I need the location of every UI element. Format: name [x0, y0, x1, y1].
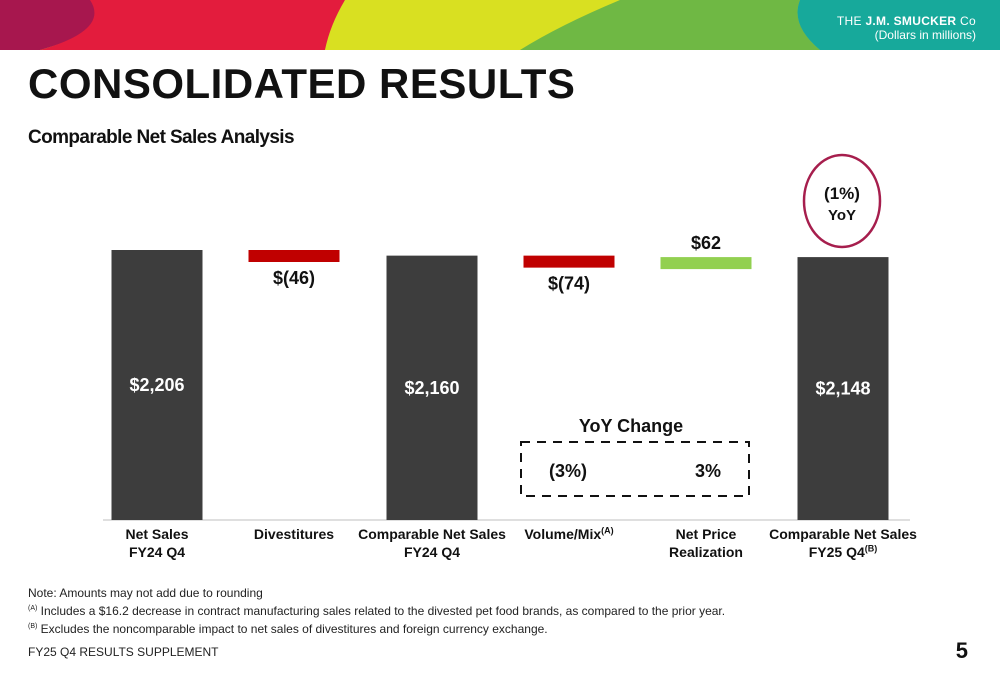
- x-tick-label-0: Net Sales FY24 Q4: [125, 526, 189, 560]
- x-tick-label-2: Comparable Net Sales FY24 Q4: [358, 526, 506, 560]
- bar-label-0: $2,206: [129, 375, 184, 395]
- company-logo-text: THE J.M. SMUCKER Co: [836, 14, 976, 28]
- bar-0: [111, 250, 203, 520]
- bar-2: [386, 255, 478, 520]
- units-label: (Dollars in millions): [874, 28, 976, 42]
- yoy-circle-value: (1%): [824, 184, 860, 203]
- footer-label: FY25 Q4 RESULTS SUPPLEMENT: [28, 645, 219, 659]
- note-rounding: Note: Amounts may not add due to roundin…: [28, 586, 263, 600]
- bar-label-2: $2,160: [404, 378, 459, 398]
- yoy-net-price: 3%: [695, 461, 721, 481]
- bar-5: [797, 257, 889, 520]
- note-b: (B) Excludes the noncomparable impact to…: [28, 622, 548, 636]
- yoy-volume-mix: (3%): [549, 461, 587, 481]
- yoy-circle-label: YoY: [828, 207, 856, 224]
- waterfall-chart: $2,206 $(46) $2,160 $(74) $62 $2,148 YoY Chang…: [103, 153, 910, 521]
- x-tick-label-5: Comparable Net Sales FY25 Q4(B): [769, 526, 917, 560]
- header-banner: [0, 0, 1000, 50]
- yoy-box-title: YoY Change: [579, 416, 683, 436]
- brand-block: THE J.M. SMUCKER Co (Dollars in millions…: [837, 14, 976, 42]
- page-title: CONSOLIDATED RESULTS: [28, 60, 576, 107]
- note-a: (A) Includes a $16.2 decrease in contrac…: [28, 604, 726, 618]
- bar-3: [523, 255, 615, 268]
- x-tick-label-1: Divestitures: [253, 526, 335, 542]
- yoy-box: [520, 441, 750, 497]
- bar-label-4: $62: [691, 233, 721, 253]
- yoy-circle: [802, 153, 882, 249]
- page-subtitle: Comparable Net Sales Analysis: [28, 127, 295, 148]
- footnotes: Note: Amounts may not add due to roundin…: [28, 585, 725, 637]
- bar-4: [660, 257, 752, 270]
- bar-label-5: $2,148: [815, 379, 870, 399]
- x-tick-label-3: Volume/Mix(A): [524, 525, 614, 542]
- bar-label-3: $(74): [548, 274, 590, 294]
- bar-1: [248, 250, 340, 262]
- page-number: 5: [955, 638, 968, 663]
- x-tick-label-4: Net Price Realization: [669, 526, 743, 560]
- bar-label-1: $(46): [273, 268, 315, 288]
